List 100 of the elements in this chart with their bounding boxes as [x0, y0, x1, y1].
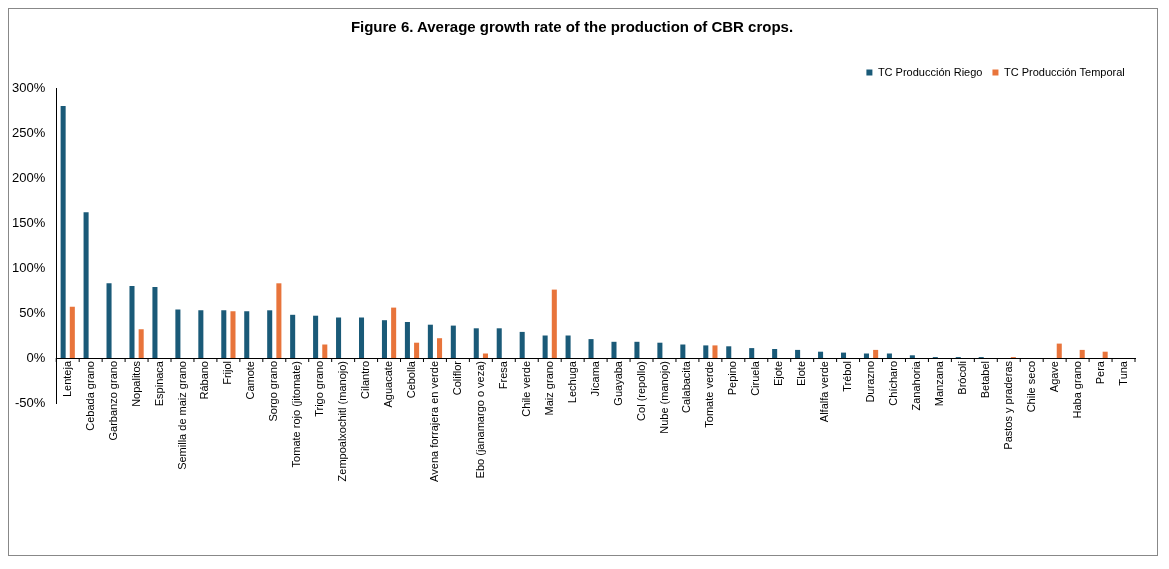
bar [60, 106, 66, 358]
y-tick-label: 300% [12, 79, 46, 95]
x-tick-label: Ciruela [749, 360, 762, 396]
x-tick-label: Coliflor [450, 360, 463, 396]
bar [69, 306, 75, 358]
bar [175, 309, 181, 358]
bar [818, 351, 824, 358]
x-tick-label: Jícama [588, 360, 601, 397]
legend-label: TC Producción Riego [877, 65, 983, 78]
bar [519, 331, 525, 358]
bar [414, 342, 420, 358]
x-tick-label: Ebo (janamargo o veza) [473, 361, 486, 479]
bar [873, 349, 879, 358]
y-tick-label: 200% [12, 169, 46, 185]
bar [381, 320, 387, 358]
x-tick-label: Nopalitos [129, 360, 142, 407]
bar [795, 349, 801, 358]
bar [221, 310, 227, 358]
bar [542, 335, 548, 358]
x-tick-label: Tuna [1116, 360, 1129, 386]
bar [138, 329, 144, 358]
bar [909, 355, 915, 358]
bar [749, 348, 755, 358]
y-tick-label: 250% [12, 124, 46, 140]
x-tick-label: Chile verde [519, 361, 532, 417]
x-tick-label: Semilla de maiz grano [175, 361, 188, 470]
bar [840, 352, 847, 358]
bar [680, 344, 686, 358]
bar [726, 346, 732, 358]
bar [230, 311, 236, 358]
bar [437, 338, 443, 358]
x-tick-label: Alfalfa verde [818, 361, 831, 423]
x-tick-label: Zanahoria [909, 360, 922, 411]
x-tick-label: Cilantro [359, 361, 372, 399]
bar [267, 310, 273, 358]
bar [358, 317, 365, 358]
bar [551, 289, 557, 358]
bar [427, 324, 433, 358]
bar [391, 307, 397, 358]
x-tick-label: Sorgo grano [267, 361, 280, 422]
x-tick-label: Lenteja [60, 360, 73, 398]
x-tick-label: Rábano [198, 361, 211, 400]
x-tick-label: Garbanzo grano [106, 361, 119, 441]
x-tick-label: Lechuga [565, 360, 578, 404]
x-tick-label: Pepino [726, 361, 739, 396]
x-tick-label: Aguacate [382, 361, 395, 408]
bar [611, 341, 617, 358]
bar [1079, 349, 1085, 358]
x-tick-label: Frijol [221, 361, 234, 385]
bar [129, 286, 135, 358]
bar [450, 325, 456, 358]
x-tick-label: Nube (manojo) [657, 361, 670, 434]
x-tick-label: Manzana [932, 360, 945, 407]
bar [83, 212, 89, 358]
bar [336, 317, 342, 358]
x-tick-label: Trigo grano [313, 361, 326, 417]
x-tick-label: Brócoli [955, 361, 968, 395]
x-tick-label: Chícharo [887, 361, 900, 406]
bar [772, 349, 778, 358]
bar [1102, 351, 1108, 358]
x-tick-label: Espinaca [152, 360, 165, 407]
x-tick-label: Maiz grano [542, 361, 555, 416]
x-tick-label: Elote [795, 361, 808, 387]
bar [276, 283, 282, 358]
x-tick-label: Chile seco [1024, 361, 1037, 413]
bar [313, 315, 319, 358]
bar [198, 310, 204, 358]
x-tick-label: Avena forrajera en verde [427, 361, 440, 482]
y-tick-label: 50% [19, 304, 46, 320]
x-tick-label: Fresa [496, 360, 509, 390]
bar [703, 345, 709, 358]
bar [565, 335, 571, 358]
bar [322, 344, 328, 358]
x-tick-label: Col (repollo) [634, 361, 647, 421]
chart-title: Figure 6. Average growth rate of the production of CBR crops. [350, 18, 794, 36]
x-tick-label: Cebolla [405, 360, 418, 399]
bar [657, 342, 663, 358]
bar [496, 328, 502, 358]
bar [473, 328, 479, 358]
x-tick-label: Agave [1047, 361, 1060, 393]
x-tick-label: Pastos y praderas [1001, 360, 1014, 450]
y-tick-label: 150% [12, 214, 46, 230]
x-tick-label: Calabacita [680, 360, 693, 413]
x-tick-label: Tomate verde [703, 361, 716, 428]
x-tick-label: Tomate rojo (jitomate) [290, 361, 303, 468]
x-tick-label: Pera [1093, 360, 1106, 385]
bar [588, 339, 594, 358]
bar [152, 286, 158, 358]
x-tick-label: Ejote [772, 361, 785, 387]
bar [290, 314, 296, 358]
x-tick-label: Betabel [978, 361, 991, 399]
bar [106, 283, 112, 358]
y-tick-label: -50% [14, 394, 46, 410]
bar [1056, 343, 1062, 358]
bar [244, 311, 250, 358]
y-tick-label: 100% [12, 259, 46, 275]
x-tick-label: Cebada grano [83, 361, 96, 431]
x-tick-label: Zempoalxochitl (manojo) [336, 361, 349, 482]
bar [634, 341, 640, 358]
bar [712, 345, 718, 358]
